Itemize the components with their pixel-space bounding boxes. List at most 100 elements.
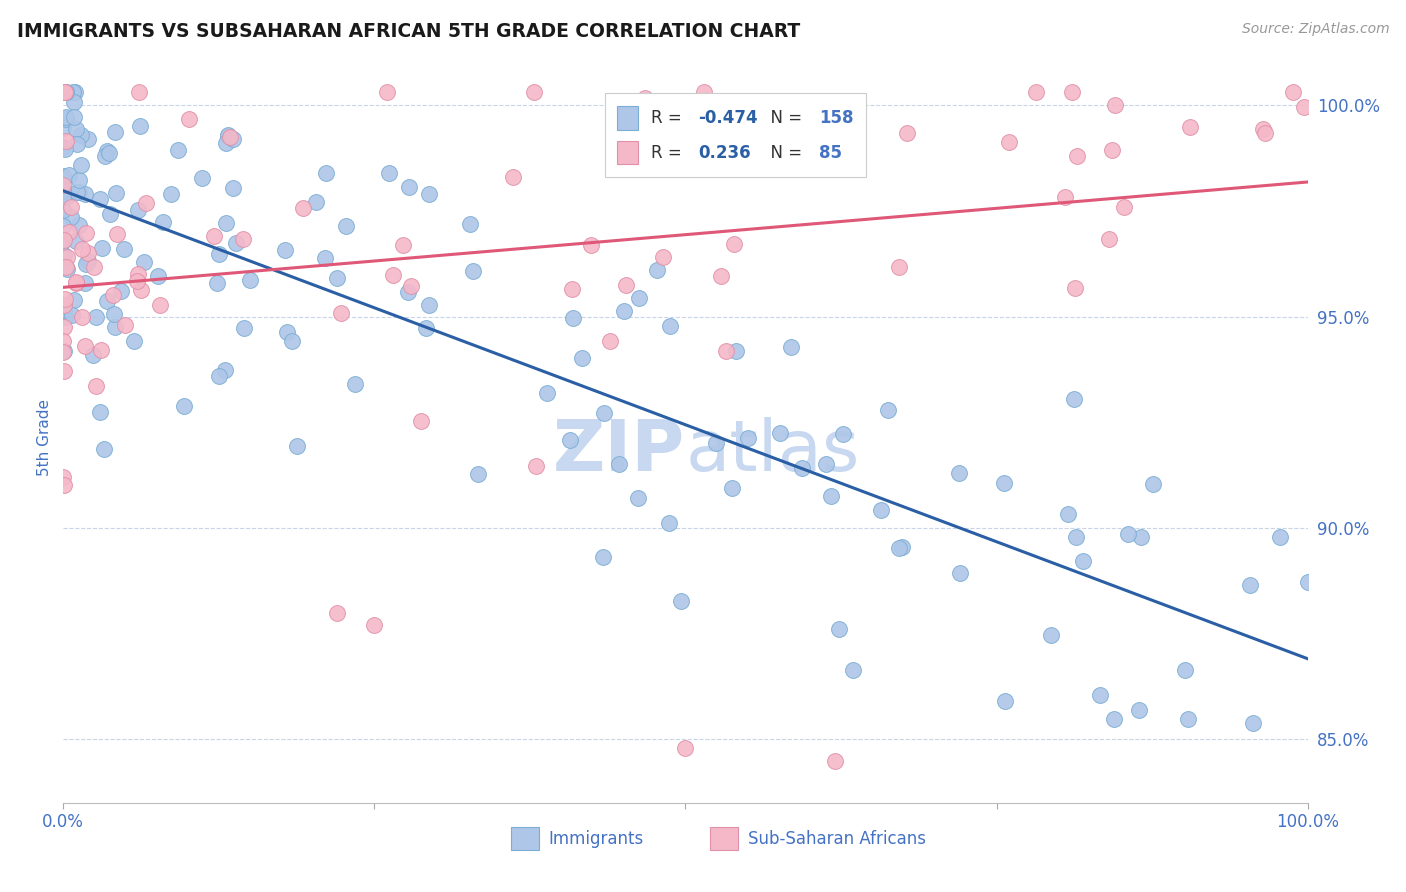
Point <box>948 466 970 480</box>
Point <box>105 186 128 200</box>
Point <box>62 86 84 100</box>
Point <box>67 173 90 187</box>
Point <box>841 663 863 677</box>
Point <box>65 86 87 100</box>
Point <box>710 268 733 283</box>
Text: 158: 158 <box>818 109 853 128</box>
Point <box>1060 86 1083 100</box>
Point <box>1254 126 1277 140</box>
Point <box>1241 716 1264 731</box>
Point <box>993 694 1015 708</box>
Point <box>191 171 214 186</box>
Point <box>276 325 298 339</box>
Point <box>1088 688 1111 702</box>
Point <box>887 260 910 275</box>
Point <box>239 273 262 287</box>
Point <box>207 277 229 291</box>
Point <box>90 343 112 358</box>
Point <box>418 298 440 312</box>
Point <box>55 86 77 100</box>
Point <box>415 321 437 335</box>
Point <box>52 344 75 359</box>
Y-axis label: 5th Grade: 5th Grade <box>37 399 52 475</box>
Point <box>720 481 742 495</box>
Point <box>52 86 75 100</box>
Point <box>658 516 681 530</box>
Point <box>62 110 84 124</box>
Point <box>1239 577 1261 591</box>
Point <box>232 232 254 246</box>
Point <box>887 541 910 556</box>
Point <box>77 254 100 268</box>
Point <box>55 260 77 274</box>
Point <box>52 86 75 100</box>
Point <box>343 376 366 391</box>
Point <box>104 125 127 139</box>
Point <box>52 334 75 348</box>
Point <box>53 343 76 358</box>
Point <box>160 186 183 201</box>
Point <box>66 185 89 199</box>
Point <box>73 277 96 291</box>
Point <box>75 227 97 241</box>
Bar <box>512 827 538 850</box>
Point <box>561 282 583 296</box>
Point <box>1282 86 1305 100</box>
Point <box>59 200 82 214</box>
Point <box>208 247 231 261</box>
Point <box>315 166 337 180</box>
Point <box>738 136 761 150</box>
Point <box>53 142 76 156</box>
Point <box>870 503 893 517</box>
Point <box>128 86 150 100</box>
Point <box>399 278 422 293</box>
Point <box>1063 392 1085 406</box>
Bar <box>617 106 638 130</box>
Point <box>628 291 651 305</box>
Point <box>232 321 254 335</box>
Point <box>832 426 855 441</box>
Point <box>105 227 128 241</box>
Point <box>391 237 413 252</box>
Point <box>84 310 107 324</box>
Point <box>65 276 87 290</box>
Point <box>53 86 76 100</box>
Text: Sub-Saharan Africans: Sub-Saharan Africans <box>748 830 925 847</box>
Text: -0.474: -0.474 <box>697 109 758 128</box>
Point <box>396 285 419 299</box>
Point <box>891 540 914 554</box>
Point <box>1130 530 1153 544</box>
Point <box>52 121 75 136</box>
Point <box>56 262 79 277</box>
Point <box>127 202 149 217</box>
Point <box>704 436 727 450</box>
Point <box>131 283 153 297</box>
Point <box>55 110 77 124</box>
Point <box>98 207 121 221</box>
Point <box>52 183 75 197</box>
Point <box>127 274 149 288</box>
Point <box>1054 190 1077 204</box>
Point <box>132 254 155 268</box>
Point <box>1142 477 1164 491</box>
Point <box>820 489 842 503</box>
Point <box>104 320 127 334</box>
Point <box>112 243 135 257</box>
Point <box>273 243 295 257</box>
Point <box>215 136 238 150</box>
Point <box>96 293 118 308</box>
Point <box>84 379 107 393</box>
Point <box>60 308 83 322</box>
Point <box>77 132 100 146</box>
Point <box>215 216 238 230</box>
Point <box>780 340 803 354</box>
Point <box>58 168 80 182</box>
Point <box>326 606 349 620</box>
Point <box>675 740 697 755</box>
Point <box>56 250 79 264</box>
Point <box>828 622 851 636</box>
Point <box>592 549 614 564</box>
Point <box>52 202 75 217</box>
Point <box>571 351 593 365</box>
Point <box>1112 200 1135 214</box>
